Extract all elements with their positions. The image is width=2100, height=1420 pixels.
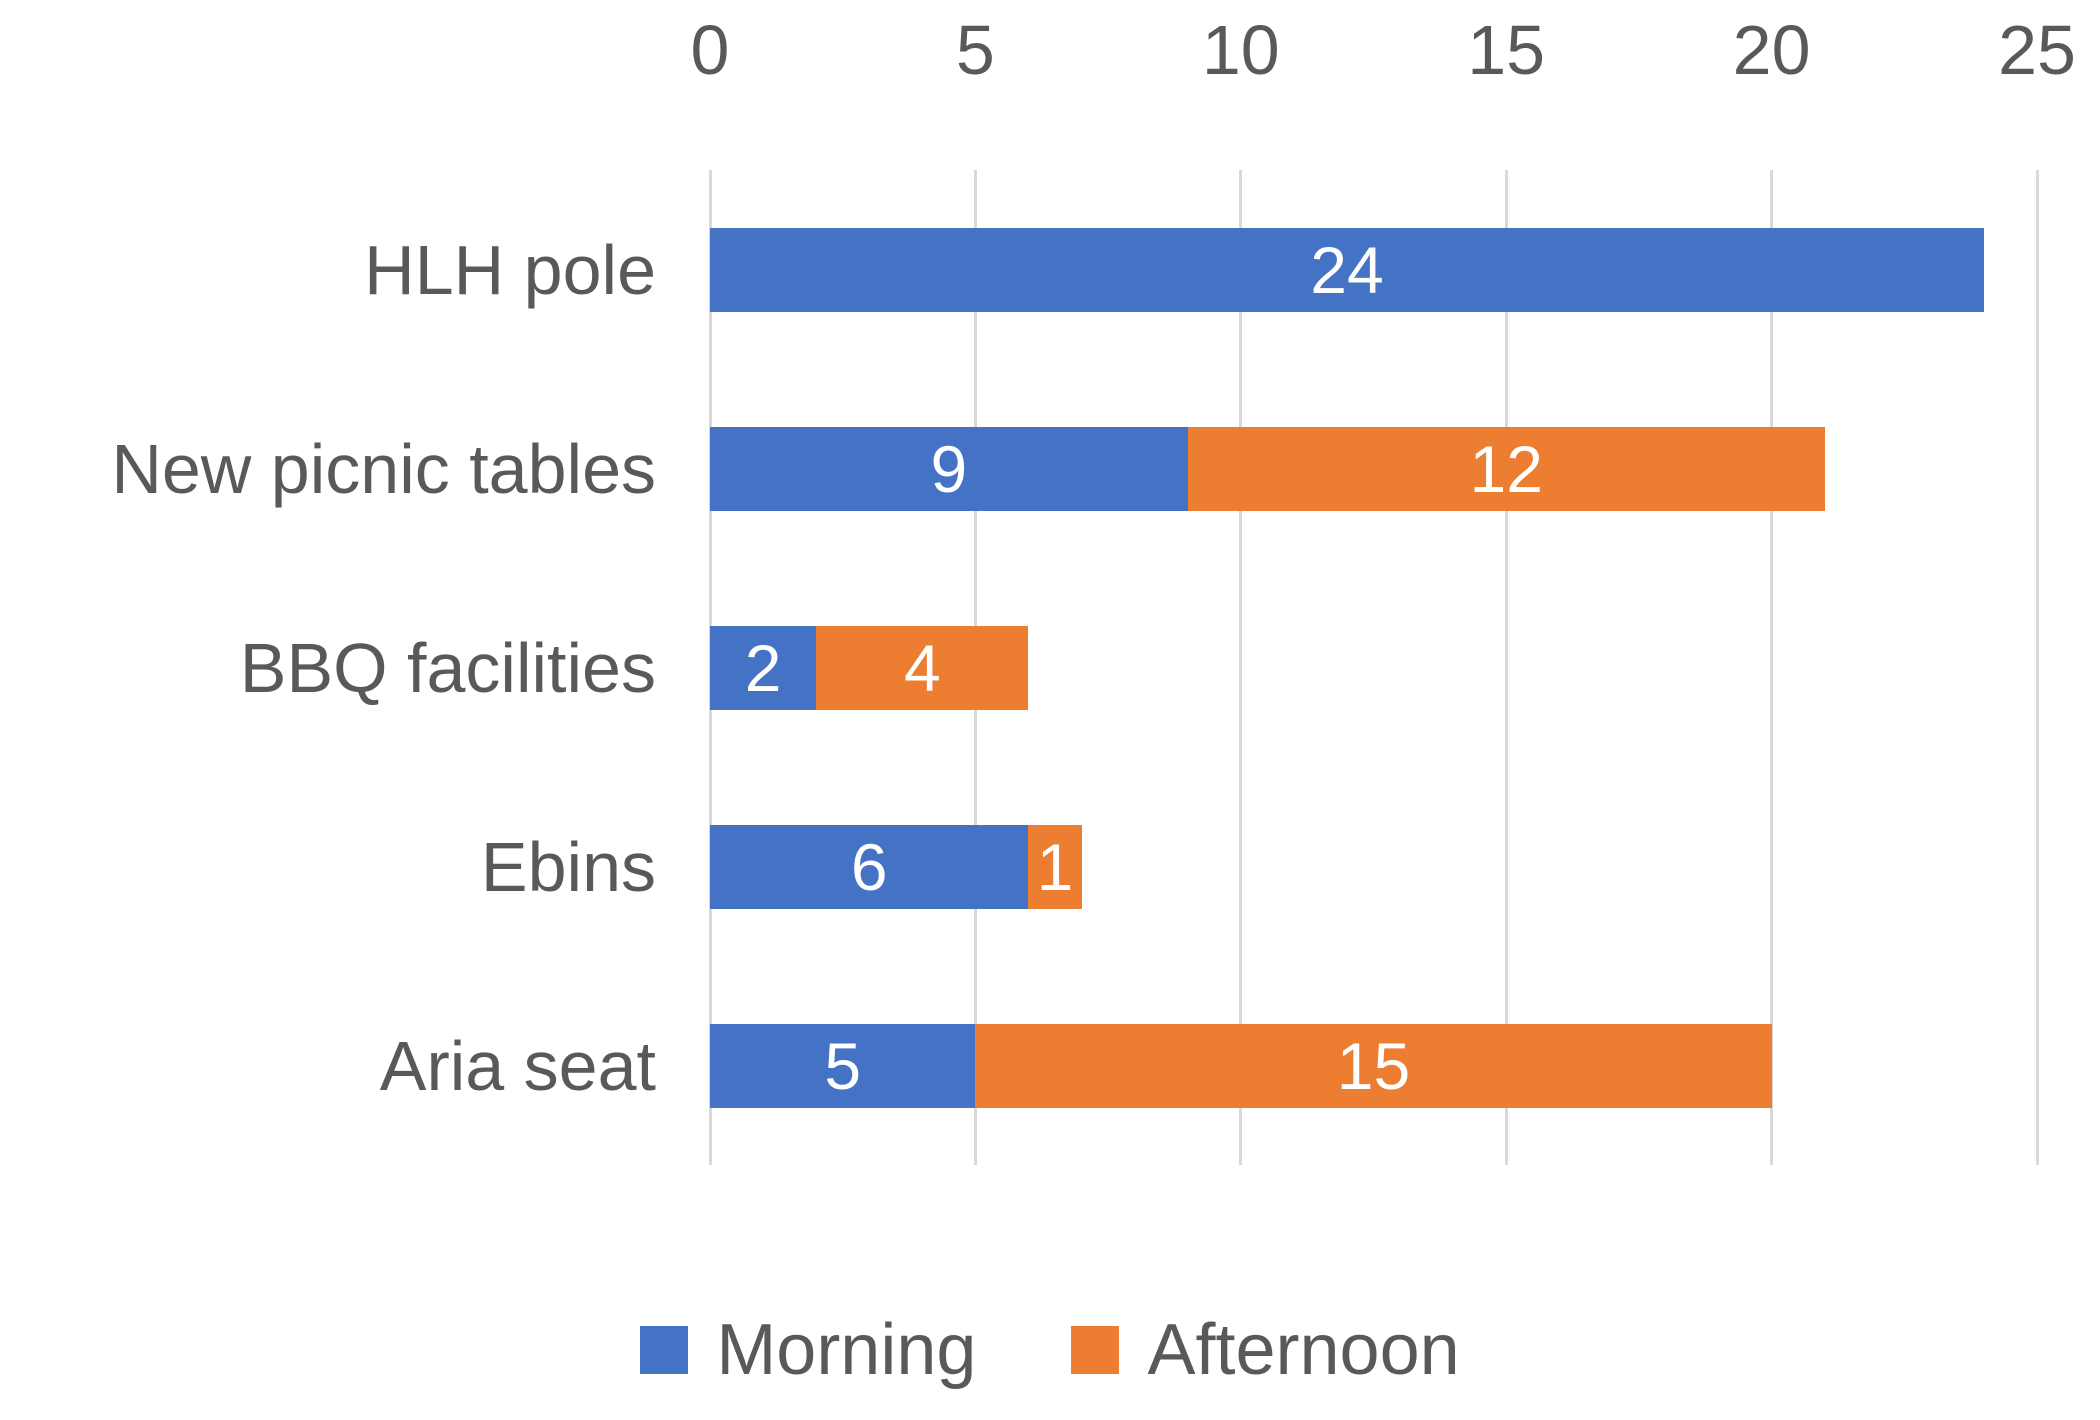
x-axis-tick-label: 5 xyxy=(955,11,995,89)
bar-stack: 24 xyxy=(710,227,1984,312)
bar-segment-afternoon: 12 xyxy=(1187,426,1825,511)
legend-item-morning: Morning xyxy=(640,1309,976,1391)
x-axis-tick-label: 20 xyxy=(1732,11,1811,89)
gridline xyxy=(1504,170,1508,1165)
bar-segment-morning: 9 xyxy=(710,426,1188,511)
bar-segment-afternoon: 4 xyxy=(816,625,1029,710)
bar-segment-morning: 6 xyxy=(710,824,1029,909)
bar-data-label: 12 xyxy=(1469,431,1543,506)
bar-stack: 9 12 xyxy=(710,426,1825,511)
bar-segment-morning: 2 xyxy=(710,625,817,710)
bar-data-label: 15 xyxy=(1336,1028,1411,1103)
legend-item-afternoon: Afternoon xyxy=(1071,1309,1460,1391)
legend-label: Afternoon xyxy=(1147,1310,1460,1390)
bar-data-label: 9 xyxy=(930,431,968,506)
bar-stack: 5 15 xyxy=(710,1023,1772,1108)
legend-label: Morning xyxy=(716,1310,977,1390)
bar-data-label: 24 xyxy=(1310,232,1384,307)
bar-segment-afternoon: 15 xyxy=(975,1023,1772,1108)
x-axis-tick-label: 25 xyxy=(1998,11,2076,89)
gridline xyxy=(1770,170,1774,1165)
bar-row: 9 12 xyxy=(710,369,2037,568)
legend-swatch-afternoon-icon xyxy=(1071,1326,1120,1374)
x-axis-tick-label: 15 xyxy=(1467,11,1546,89)
category-label: New picnic tables xyxy=(111,429,656,508)
category-label: BBQ facilities xyxy=(239,628,656,707)
x-axis: 0 5 10 15 20 25 xyxy=(691,0,2076,110)
bar-row: 24 xyxy=(710,170,2037,369)
bar-data-label: 5 xyxy=(824,1028,862,1103)
bar-data-label: 1 xyxy=(1036,829,1074,904)
category-axis: HLH pole New picnic tables BBQ facilities E… xyxy=(0,170,656,1165)
category-label: Aria seat xyxy=(379,1026,656,1105)
bar-data-label: 6 xyxy=(850,829,888,904)
bar-segment-morning: 24 xyxy=(710,227,1984,312)
legend-swatch-morning-icon xyxy=(640,1326,689,1374)
bar-row: 5 15 xyxy=(710,966,2037,1165)
bar-segment-morning: 5 xyxy=(710,1023,976,1108)
gridline xyxy=(2035,170,2039,1165)
bar-data-label: 4 xyxy=(903,630,941,705)
plot-area: 24 9 12 2 4 6 1 5 15 xyxy=(708,170,2039,1165)
legend: Morning Afternoon xyxy=(0,1300,2100,1400)
category-label: Ebins xyxy=(480,827,656,906)
category-label: HLH pole xyxy=(364,230,656,309)
x-axis-tick-label: 0 xyxy=(690,11,730,89)
gridline xyxy=(1239,170,1243,1165)
x-axis-tick-label: 10 xyxy=(1201,11,1280,89)
bar-segment-afternoon: 1 xyxy=(1028,824,1082,909)
bar-data-label: 2 xyxy=(744,630,782,705)
